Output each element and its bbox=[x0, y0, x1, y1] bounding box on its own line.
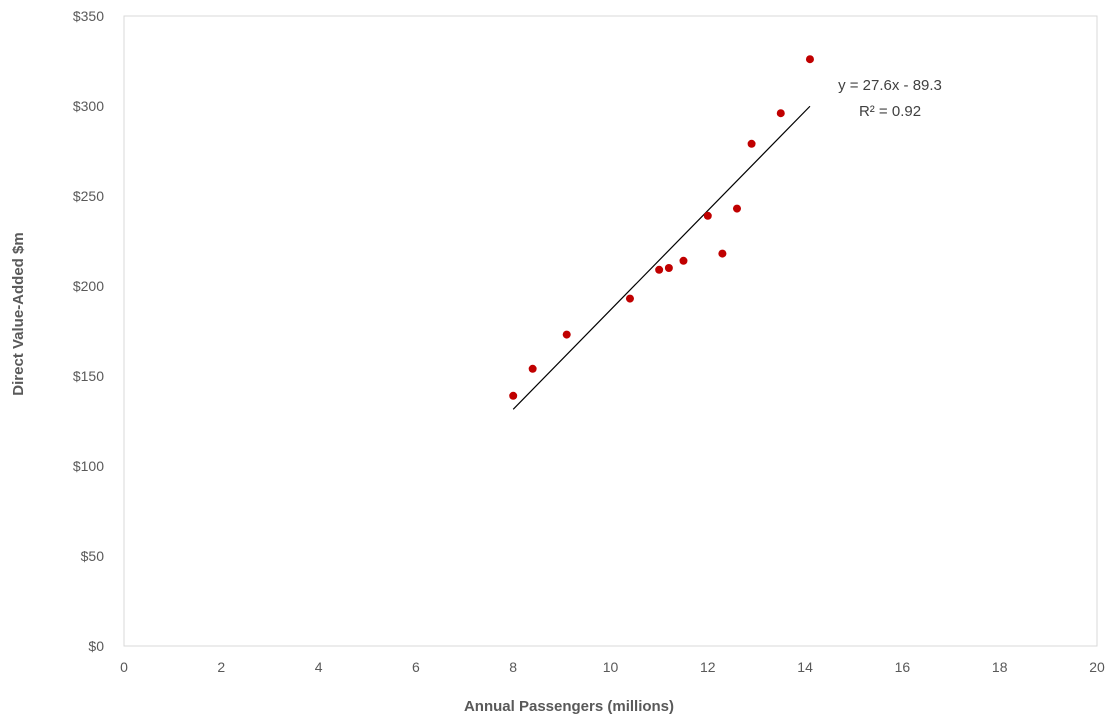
y-tick-label: $50 bbox=[81, 548, 105, 564]
data-points bbox=[509, 55, 814, 400]
plot-area bbox=[123, 15, 1098, 647]
data-point bbox=[718, 249, 727, 258]
x-tick-label: 8 bbox=[509, 659, 517, 675]
x-tick-label: 2 bbox=[217, 659, 225, 675]
y-tick-label: $200 bbox=[73, 278, 104, 294]
trendline-equation: y = 27.6x - 89.3 bbox=[838, 77, 942, 94]
data-point bbox=[625, 294, 634, 303]
x-axis-title: Annual Passengers (millions) bbox=[464, 698, 674, 715]
y-tick-label: $100 bbox=[73, 458, 104, 474]
y-axis-title: Direct Value-Added $m bbox=[10, 232, 27, 395]
x-tick-label: 0 bbox=[120, 659, 128, 675]
trendline-group bbox=[512, 105, 811, 410]
y-tick-label: $250 bbox=[73, 188, 104, 204]
x-tick-label: 20 bbox=[1089, 659, 1105, 675]
data-point bbox=[562, 330, 571, 339]
x-tick-label: 16 bbox=[895, 659, 911, 675]
data-point bbox=[655, 265, 664, 274]
x-tick-label: 10 bbox=[603, 659, 619, 675]
data-point bbox=[679, 256, 688, 265]
x-tick-label: 6 bbox=[412, 659, 420, 675]
y-tick-label: $0 bbox=[88, 638, 104, 654]
x-tick-label: 14 bbox=[797, 659, 813, 675]
x-axis-ticks: 0 2 4 6 8 10 12 14 16 18 20 bbox=[120, 659, 1105, 675]
y-tick-label: $350 bbox=[73, 8, 104, 24]
data-point bbox=[528, 364, 537, 373]
x-tick-label: 12 bbox=[700, 659, 716, 675]
y-tick-label: $300 bbox=[73, 98, 104, 114]
data-point bbox=[703, 211, 712, 220]
trendline-r-squared: R² = 0.92 bbox=[859, 103, 921, 120]
x-tick-label: 4 bbox=[315, 659, 323, 675]
data-point bbox=[732, 204, 741, 213]
data-point bbox=[776, 109, 785, 118]
x-tick-label: 18 bbox=[992, 659, 1008, 675]
y-tick-label: $150 bbox=[73, 368, 104, 384]
data-point bbox=[509, 391, 518, 400]
trendline bbox=[512, 105, 811, 410]
data-point bbox=[664, 264, 673, 272]
data-point bbox=[747, 139, 756, 148]
data-point bbox=[805, 55, 814, 64]
y-axis-ticks: $0 $50 $100 $150 $200 $250 $300 $350 bbox=[73, 8, 104, 654]
